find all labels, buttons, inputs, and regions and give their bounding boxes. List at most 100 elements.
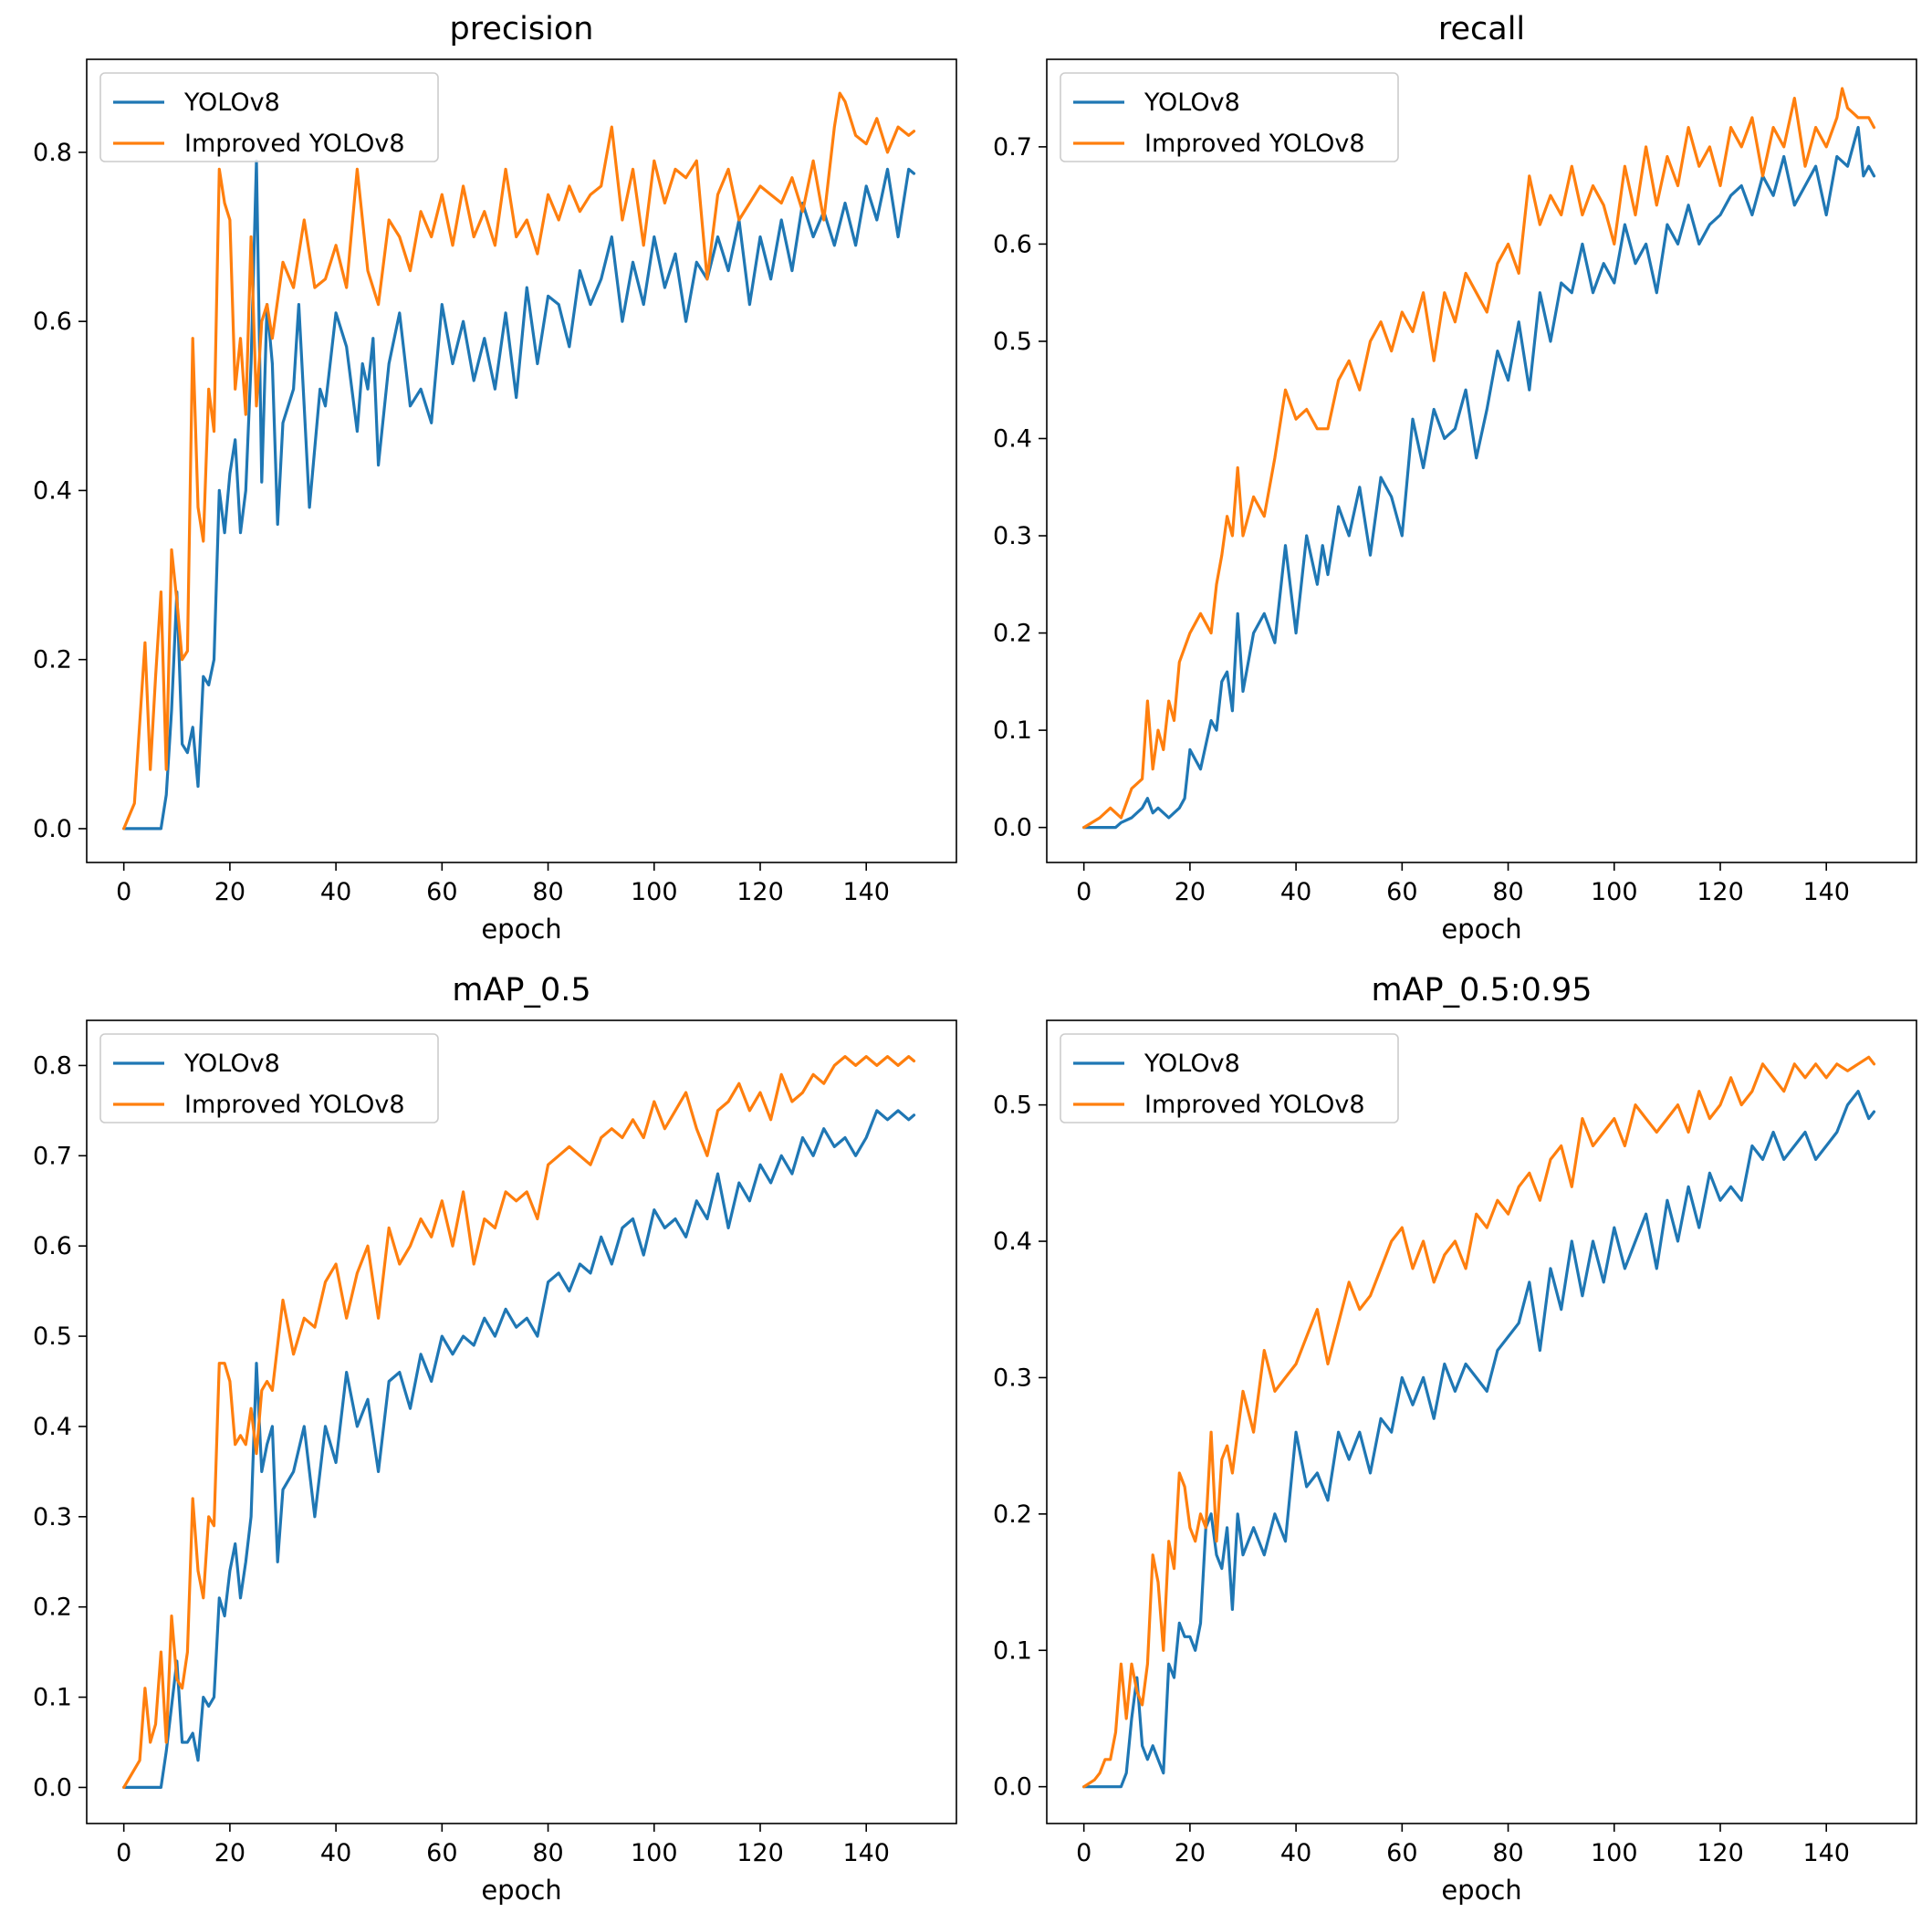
series-line-yolov8 (1082, 126, 1876, 830)
legend: YOLOv8 Improved YOLOv8 (1060, 1033, 1399, 1123)
y-tick-label: 0.3 (993, 1364, 1032, 1392)
y-tick-label: 0.4 (33, 1413, 72, 1441)
y-tick-label: 0.3 (33, 1503, 72, 1531)
series-line-improved-yolov8 (1082, 87, 1876, 830)
axes-frame (86, 1019, 957, 1824)
x-tick-label: 20 (214, 1839, 245, 1867)
x-tick-label: 60 (426, 878, 457, 906)
y-tick-label: 0.5 (33, 1322, 72, 1351)
x-tick-label: 40 (320, 878, 351, 906)
y-tick-label: 0.0 (33, 815, 72, 843)
x-tick-label: 20 (1175, 1839, 1206, 1867)
x-tick-label: 0 (1076, 1839, 1091, 1867)
x-tick-label: 40 (1280, 1839, 1311, 1867)
y-tick-label: 0.8 (33, 139, 72, 167)
legend: YOLOv8 Improved YOLOv8 (1060, 72, 1399, 162)
axes-frame (1046, 58, 1917, 863)
x-tick-label: 140 (1802, 878, 1850, 906)
chart-panel-1: 0 20 40 60 80 100 120 140 0.0 0.2 0.4 0.6 0.8 epoch pr… (33, 11, 957, 945)
x-tick-label: 0 (116, 878, 131, 906)
legend-label-improved-yolov8: Improved YOLOv8 (1144, 130, 1365, 158)
legend-box (99, 1033, 439, 1123)
x-tick-label: 100 (631, 878, 678, 906)
x-tick-label: 100 (1591, 1839, 1638, 1867)
x-tick-label: 100 (631, 1839, 678, 1867)
x-axis-label: epoch (1441, 1875, 1521, 1906)
legend-label-improved-yolov8: Improved YOLOv8 (184, 1091, 405, 1119)
x-tick-label: 80 (532, 1839, 563, 1867)
x-tick-label: 20 (1175, 878, 1206, 906)
x-axis-label: epoch (481, 1875, 561, 1906)
legend-label-improved-yolov8: Improved YOLOv8 (1144, 1091, 1365, 1119)
y-tick-label: 0.6 (33, 1232, 72, 1260)
series-line-yolov8 (122, 1109, 916, 1790)
y-tick-label: 0.5 (993, 1092, 1032, 1120)
series-line-improved-yolov8 (122, 1054, 916, 1790)
x-tick-label: 120 (1697, 878, 1744, 906)
x-tick-label: 40 (320, 1839, 351, 1867)
x-tick-label: 120 (736, 878, 784, 906)
series-line-improved-yolov8 (1082, 1055, 1876, 1789)
x-tick-label: 60 (1386, 1839, 1417, 1867)
legend: YOLOv8 Improved YOLOv8 (99, 72, 439, 162)
series-line-improved-yolov8 (122, 91, 916, 831)
x-tick-label: 80 (1492, 1839, 1523, 1867)
y-tick-label: 0.8 (33, 1051, 72, 1080)
y-tick-label: 0.2 (33, 1594, 72, 1622)
y-tick-label: 0.6 (993, 230, 1032, 258)
x-tick-label: 80 (532, 878, 563, 906)
x-tick-label: 120 (1697, 1839, 1744, 1867)
legend-label-yolov8: YOLOv8 (1144, 1050, 1240, 1078)
legend-label-yolov8: YOLOv8 (1144, 89, 1240, 117)
x-tick-label: 60 (426, 1839, 457, 1867)
legend-box (99, 72, 439, 162)
x-tick-label: 100 (1591, 878, 1638, 906)
chart-panel-4: 0 20 40 60 80 100 120 140 0.0 0.1 0.2 0.3 0.4 0.5 epoc… (993, 972, 1917, 1906)
x-tick-label: 20 (214, 878, 245, 906)
x-tick-label: 140 (842, 878, 890, 906)
chart-title: recall (1438, 11, 1525, 47)
chart-panel-3: 0 20 40 60 80 100 120 140 0.0 0.1 0.2 0.3 0.4 0.5 0.6 0… (33, 972, 957, 1906)
legend-label-yolov8: YOLOv8 (183, 1050, 280, 1078)
y-tick-label: 0.3 (993, 522, 1032, 550)
x-tick-label: 0 (1076, 878, 1091, 906)
y-tick-label: 0.0 (993, 1773, 1032, 1802)
legend-label-yolov8: YOLOv8 (183, 89, 280, 117)
x-tick-label: 140 (842, 1839, 890, 1867)
y-tick-label: 0.5 (993, 328, 1032, 356)
chart-title: mAP_0.5 (452, 972, 590, 1009)
x-tick-label: 40 (1280, 878, 1311, 906)
x-tick-label: 80 (1492, 878, 1523, 906)
x-axis-label: epoch (1441, 914, 1521, 945)
axes-frame (86, 58, 957, 863)
x-tick-label: 120 (736, 1839, 784, 1867)
y-tick-label: 0.4 (993, 424, 1032, 453)
series-line-yolov8 (1082, 1090, 1876, 1789)
y-tick-label: 0.2 (33, 646, 72, 674)
y-tick-label: 0.2 (993, 620, 1032, 648)
y-tick-label: 0.7 (993, 133, 1032, 162)
y-tick-label: 0.6 (33, 308, 72, 336)
y-tick-label: 0.2 (993, 1500, 1032, 1529)
x-axis-label: epoch (481, 914, 561, 945)
y-tick-label: 0.1 (33, 1684, 72, 1712)
x-tick-label: 140 (1802, 1839, 1850, 1867)
axes-frame (1046, 1019, 1917, 1824)
y-tick-label: 0.7 (33, 1142, 72, 1170)
legend: YOLOv8 Improved YOLOv8 (99, 1033, 439, 1123)
y-tick-label: 0.4 (993, 1228, 1032, 1256)
chart-panel-2: 0 20 40 60 80 100 120 140 0.0 0.1 0.2 0.3 0.4 0.5 0.6 0… (993, 11, 1917, 945)
y-tick-label: 0.0 (33, 1773, 72, 1802)
legend-label-improved-yolov8: Improved YOLOv8 (184, 130, 405, 158)
series-line-yolov8 (122, 159, 916, 831)
y-tick-label: 0.1 (993, 716, 1032, 745)
chart-title: precision (450, 11, 594, 47)
legend-box (1060, 72, 1399, 162)
y-tick-label: 0.4 (33, 476, 72, 505)
chart-title: mAP_0.5:0.95 (1371, 972, 1592, 1009)
legend-box (1060, 1033, 1399, 1123)
y-tick-label: 0.0 (993, 814, 1032, 842)
x-tick-label: 60 (1386, 878, 1417, 906)
